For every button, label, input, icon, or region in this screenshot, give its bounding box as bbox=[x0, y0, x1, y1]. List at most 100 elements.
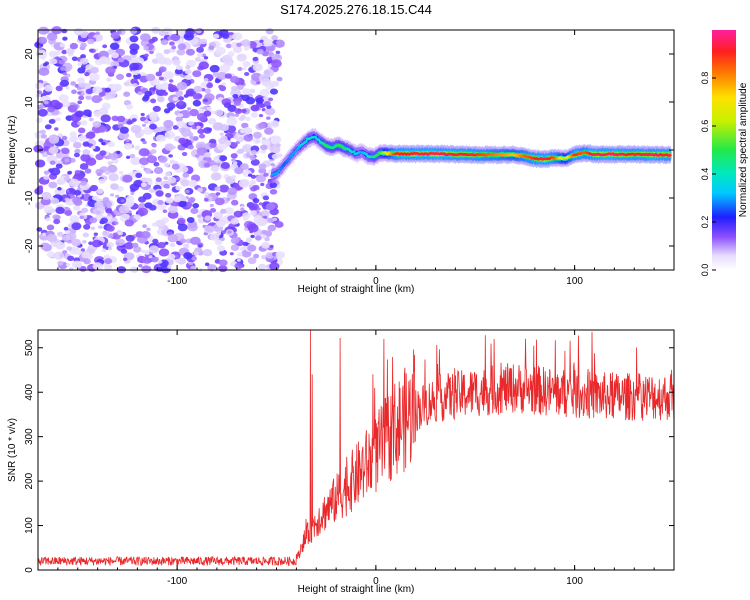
noise-blob bbox=[106, 165, 118, 174]
noise-blob bbox=[230, 175, 237, 180]
noise-blob bbox=[167, 176, 177, 184]
noise-blob bbox=[38, 52, 47, 59]
noise-blob bbox=[88, 117, 94, 122]
noise-blob bbox=[259, 88, 270, 97]
noise-blob bbox=[64, 197, 70, 202]
noise-blob bbox=[174, 258, 181, 264]
noise-blob bbox=[38, 26, 49, 35]
noise-blob bbox=[258, 167, 267, 174]
noise-blob bbox=[41, 134, 47, 139]
noise-blob bbox=[241, 108, 247, 114]
noise-blob bbox=[40, 242, 50, 251]
noise-blob bbox=[204, 152, 212, 158]
noise-blob bbox=[146, 155, 158, 164]
x-tick-label: -100 bbox=[167, 576, 187, 587]
ridge-cell bbox=[352, 150, 356, 154]
noise-blob bbox=[190, 236, 201, 245]
noise-blob bbox=[175, 90, 184, 97]
noise-blob bbox=[71, 104, 78, 110]
noise-blob bbox=[226, 197, 231, 201]
noise-blob bbox=[55, 163, 63, 169]
noise-blob bbox=[116, 115, 126, 123]
noise-blob bbox=[260, 144, 268, 151]
colorbar-tick-label: 0.4 bbox=[700, 168, 710, 181]
noise-blob bbox=[241, 94, 251, 102]
noise-blob bbox=[129, 183, 140, 191]
noise-blob bbox=[267, 217, 275, 223]
noise-blob bbox=[115, 194, 120, 198]
noise-blob bbox=[192, 70, 202, 78]
noise-blob bbox=[237, 108, 242, 112]
noise-blob bbox=[44, 84, 54, 92]
noise-blob bbox=[144, 168, 152, 174]
noise-blob bbox=[106, 77, 112, 82]
noise-blob bbox=[262, 195, 270, 201]
noise-blob bbox=[176, 120, 185, 128]
noise-blob bbox=[44, 124, 52, 130]
noise-blob bbox=[171, 145, 176, 149]
noise-blob bbox=[221, 54, 233, 64]
noise-blob bbox=[96, 188, 104, 194]
noise-blob bbox=[274, 221, 284, 228]
spectrogram-y-ticks: -20 -10 0 10 20 bbox=[24, 48, 674, 253]
noise-blob bbox=[178, 201, 187, 208]
noise-blob bbox=[265, 202, 276, 211]
noise-blob bbox=[212, 33, 220, 39]
noise-blob bbox=[82, 232, 90, 238]
noise-blob bbox=[190, 265, 196, 271]
noise-blob bbox=[144, 250, 151, 256]
noise-blob bbox=[115, 238, 126, 246]
noise-blob bbox=[158, 66, 167, 73]
noise-blob bbox=[55, 255, 60, 259]
noise-blob bbox=[91, 239, 102, 248]
noise-blob bbox=[214, 79, 221, 84]
noise-blob bbox=[37, 108, 48, 117]
noise-blob bbox=[78, 81, 86, 88]
noise-blob bbox=[104, 87, 112, 93]
noise-blob bbox=[53, 218, 61, 225]
noise-blob bbox=[164, 171, 172, 177]
noise-blob bbox=[135, 172, 143, 178]
noise-blob bbox=[35, 82, 44, 89]
noise-blob bbox=[158, 76, 164, 81]
noise-blob bbox=[180, 196, 187, 202]
colorbar-tick-label: 0.6 bbox=[700, 120, 710, 133]
noise-blob bbox=[169, 41, 175, 46]
noise-blob bbox=[57, 260, 64, 266]
noise-blob bbox=[55, 85, 63, 92]
noise-blob bbox=[256, 48, 264, 55]
spectrogram-x-axis-label: Height of straight line (km) bbox=[298, 284, 415, 295]
noise-blob bbox=[46, 224, 55, 231]
noise-blob bbox=[158, 155, 168, 163]
noise-blob bbox=[139, 157, 150, 166]
noise-blob bbox=[177, 223, 188, 232]
noise-blob bbox=[188, 121, 194, 126]
noise-blob bbox=[41, 152, 49, 158]
noise-blob bbox=[130, 78, 138, 85]
noise-blob bbox=[192, 203, 200, 209]
noise-blob bbox=[143, 119, 149, 124]
noise-blob bbox=[78, 135, 87, 142]
noise-blob bbox=[62, 234, 71, 241]
noise-blob bbox=[107, 213, 112, 217]
noise-blob bbox=[61, 49, 67, 55]
noise-blob bbox=[92, 86, 103, 94]
noise-blob bbox=[214, 197, 225, 206]
noise-blob bbox=[244, 47, 249, 51]
noise-blob bbox=[36, 117, 43, 123]
noise-blob bbox=[230, 237, 240, 244]
noise-blob bbox=[71, 56, 78, 62]
noise-speckle-layer bbox=[33, 26, 286, 274]
y-tick-label: 10 bbox=[24, 96, 35, 108]
noise-blob bbox=[100, 217, 108, 224]
noise-blob bbox=[247, 224, 259, 233]
noise-blob bbox=[192, 136, 199, 141]
noise-blob bbox=[179, 66, 183, 70]
noise-blob bbox=[71, 89, 77, 95]
noise-blob bbox=[172, 59, 181, 66]
noise-blob bbox=[170, 33, 181, 42]
noise-blob bbox=[110, 31, 120, 40]
noise-blob bbox=[187, 107, 192, 111]
noise-blob bbox=[237, 148, 245, 154]
noise-blob bbox=[253, 131, 262, 139]
